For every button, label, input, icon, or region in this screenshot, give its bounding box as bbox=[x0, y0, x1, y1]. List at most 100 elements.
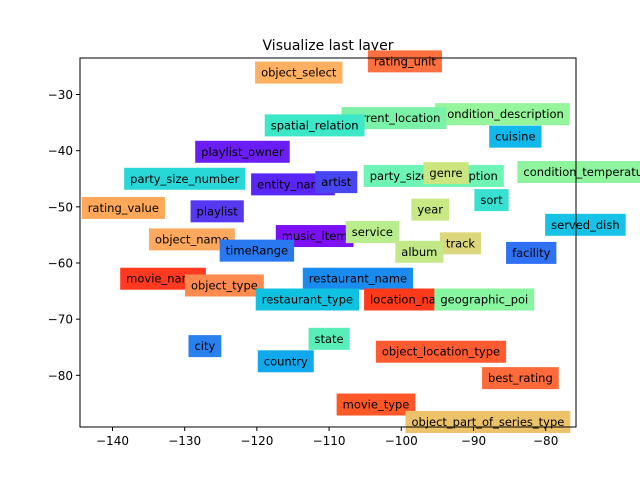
point-playlist: playlist bbox=[190, 200, 244, 223]
point-album: album bbox=[395, 240, 444, 263]
point-label-text: current_location bbox=[348, 111, 441, 125]
point-label-box bbox=[149, 228, 235, 251]
point-label-text: movie_type bbox=[343, 398, 410, 412]
point-sort: sort bbox=[474, 189, 509, 212]
point-best-rating: best_rating bbox=[482, 367, 559, 390]
point-label-text: facility bbox=[512, 246, 551, 260]
x-tick-label: −120 bbox=[240, 434, 273, 448]
point-label-text: genre bbox=[429, 166, 462, 180]
point-object-name: object_name bbox=[149, 228, 235, 251]
point-label-box bbox=[336, 393, 416, 416]
point-label-text: entity_name bbox=[257, 177, 329, 191]
point-label-box bbox=[367, 50, 442, 73]
point-object-location-type: object_location_type bbox=[375, 340, 507, 363]
point-label-box bbox=[219, 239, 295, 262]
point-entity-name: entity_name bbox=[251, 173, 335, 196]
point-label-box bbox=[264, 114, 365, 137]
point-cuisine: cuisine bbox=[489, 125, 542, 148]
point-label-text: served_dish bbox=[551, 218, 620, 232]
point-label-text: state bbox=[315, 332, 344, 346]
point-state: state bbox=[308, 327, 350, 350]
y-tick-label: −60 bbox=[48, 257, 73, 271]
point-label-box bbox=[275, 225, 354, 248]
point-label-box bbox=[517, 161, 640, 184]
point-label-box bbox=[251, 173, 335, 196]
y-axis: −30 −40 −50 −60 −70 −80 bbox=[48, 88, 80, 383]
point-playlist-owner: playlist_owner bbox=[195, 140, 290, 163]
point-label-box bbox=[395, 240, 444, 263]
point-label-box bbox=[315, 171, 358, 194]
point-label-text: object_part_of_series_type bbox=[411, 415, 564, 429]
point-rating-unit: rating_unit bbox=[367, 50, 442, 73]
point-music-item: music_item bbox=[275, 225, 354, 248]
point-label-box bbox=[257, 350, 314, 373]
point-labels-layer: rating_unit object_select condition_descri… bbox=[81, 50, 640, 433]
point-label-box bbox=[302, 267, 414, 290]
point-label-text: track bbox=[446, 236, 476, 250]
x-tick-label: −140 bbox=[96, 434, 129, 448]
point-label-box bbox=[124, 167, 246, 190]
point-label-text: object_type bbox=[191, 278, 258, 292]
point-movie-name: movie_name bbox=[120, 267, 206, 290]
point-label-text: geographic_poi bbox=[440, 293, 528, 307]
point-label-text: playlist bbox=[197, 204, 239, 218]
point-label-box bbox=[434, 288, 535, 311]
point-label-text: playlist_owner bbox=[201, 145, 284, 159]
point-artist: artist bbox=[315, 171, 358, 194]
chart-title: Visualize last layer bbox=[263, 38, 394, 54]
point-service: service bbox=[345, 221, 400, 244]
point-label-text: timeRange bbox=[226, 244, 288, 258]
point-timeRange: timeRange bbox=[219, 239, 295, 262]
point-label-text: year bbox=[417, 203, 443, 217]
point-label-text: artist bbox=[321, 175, 351, 189]
point-condition-description: condition_description bbox=[434, 103, 570, 126]
point-restaurant-type: restaurant_type bbox=[255, 288, 360, 311]
point-condition-temperature: condition_temperature bbox=[517, 161, 640, 184]
point-object-select: object_select bbox=[255, 61, 343, 84]
y-tick-label: −50 bbox=[48, 200, 73, 214]
point-label-text: restaurant_type bbox=[262, 293, 353, 307]
point-city: city bbox=[188, 335, 222, 358]
point-genre: genre bbox=[423, 162, 469, 185]
point-label-text: condition_description bbox=[441, 107, 564, 121]
y-tick-label: −70 bbox=[48, 313, 73, 327]
point-facility: facility bbox=[506, 241, 557, 264]
y-tick-label: −40 bbox=[48, 144, 73, 158]
point-label-text: service bbox=[352, 225, 393, 239]
point-label-box bbox=[411, 198, 449, 221]
point-label-text: condition_temperature bbox=[523, 165, 640, 179]
x-tick-label: −130 bbox=[168, 434, 201, 448]
plot-frame bbox=[79, 57, 577, 428]
point-label-box bbox=[506, 241, 557, 264]
point-label-box bbox=[375, 340, 507, 363]
point-label-text: object_select bbox=[261, 66, 337, 80]
x-tick-label: −80 bbox=[533, 434, 558, 448]
point-label-box bbox=[81, 196, 165, 219]
point-label-box bbox=[341, 107, 447, 130]
point-label-box bbox=[184, 274, 264, 297]
point-label-box bbox=[489, 125, 542, 148]
point-label-box bbox=[439, 232, 482, 255]
point-label-box bbox=[308, 327, 350, 350]
point-label-text: restaurant_name bbox=[309, 272, 407, 286]
point-label-box bbox=[474, 189, 509, 212]
point-label-box bbox=[120, 267, 206, 290]
point-track: track bbox=[439, 232, 482, 255]
point-rating-value: rating_value bbox=[81, 196, 165, 219]
point-party-size-number: party_size_number bbox=[124, 167, 246, 190]
point-label-text: city bbox=[194, 339, 215, 353]
point-label-box bbox=[188, 335, 222, 358]
point-served-dish: served_dish bbox=[545, 213, 626, 236]
x-axis: −140 −130 −120 −110 −100 −90 −80 bbox=[96, 427, 558, 448]
point-label-text: rating_value bbox=[88, 201, 159, 215]
point-label-text: country bbox=[264, 354, 308, 368]
point-label-text: location_name bbox=[370, 293, 454, 307]
point-label-text: spatial_relation bbox=[271, 118, 359, 132]
point-label-text: object_name bbox=[155, 232, 229, 246]
x-tick-label: −110 bbox=[313, 434, 346, 448]
y-tick-label: −30 bbox=[48, 88, 73, 102]
point-label-box bbox=[434, 103, 570, 126]
point-label-text: sort bbox=[480, 193, 503, 207]
